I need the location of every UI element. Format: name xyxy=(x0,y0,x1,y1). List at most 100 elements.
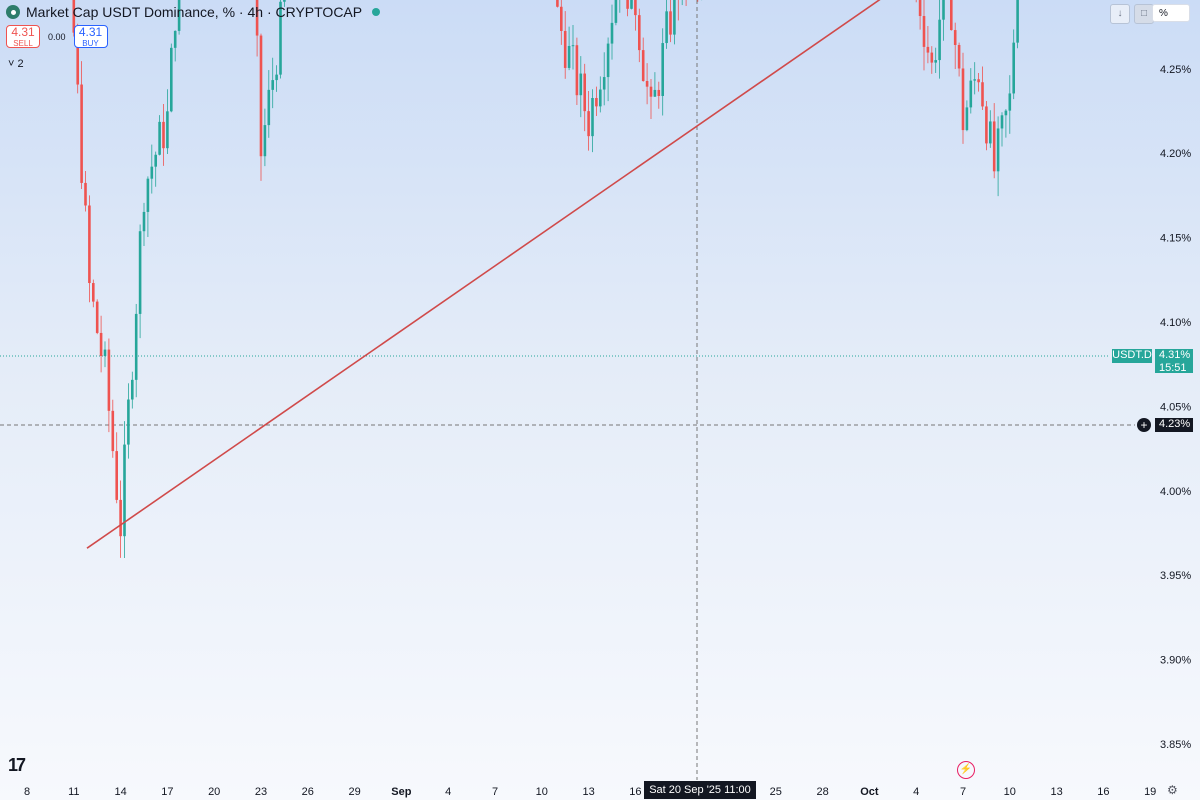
candle-body xyxy=(957,44,961,69)
candle-body xyxy=(587,111,590,137)
sell-price: 4.31 xyxy=(11,25,35,39)
indicators-count: 2 xyxy=(17,58,24,70)
y-tick-label: 4.00% xyxy=(1160,486,1191,498)
flash-icon[interactable]: ⚡ xyxy=(957,761,975,779)
candle-body xyxy=(267,89,271,126)
percent-scale-button[interactable]: % xyxy=(1152,4,1190,22)
y-tick-label: 4.15% xyxy=(1160,233,1191,245)
x-tick-label: 16 xyxy=(629,786,641,798)
candle-body xyxy=(579,73,583,96)
candle-body xyxy=(255,0,259,36)
candle-body xyxy=(259,35,263,157)
x-tick-label: 13 xyxy=(582,786,594,798)
chart-title: Market Cap USDT Dominance, % · 4h · CRYP… xyxy=(26,4,363,20)
candle-body xyxy=(92,283,95,302)
last-price-tag: 4.31% 15:51 xyxy=(1155,349,1193,374)
candle-body xyxy=(1008,93,1012,111)
x-tick-label: 14 xyxy=(114,786,126,798)
candle-body xyxy=(146,178,150,212)
candle-body xyxy=(610,22,614,44)
tradingview-logo[interactable]: 17 xyxy=(8,755,26,775)
y-tick-label: 4.05% xyxy=(1160,401,1191,413)
x-tick-label: 13 xyxy=(1050,786,1062,798)
x-tick-label: 20 xyxy=(208,786,220,798)
candle-body xyxy=(567,45,571,68)
add-alert-icon[interactable]: + xyxy=(1137,418,1151,432)
candle-body xyxy=(606,43,610,78)
candle-body xyxy=(103,349,107,356)
buy-button[interactable]: 4.31 BUY xyxy=(73,25,108,48)
x-tick-label: 25 xyxy=(770,786,782,798)
candle-body xyxy=(158,121,161,155)
candle-body xyxy=(556,0,559,7)
candle-body xyxy=(634,0,637,16)
candle-body xyxy=(575,45,579,96)
square-icon[interactable]: □ xyxy=(1134,4,1154,24)
candle-body xyxy=(926,46,930,53)
countdown-value: 15:51 xyxy=(1159,362,1187,374)
chart-header: Market Cap USDT Dominance, % · 4h · CRYP… xyxy=(6,4,381,20)
candle-body xyxy=(111,410,115,452)
candle-body xyxy=(154,154,157,167)
x-tick-label: 7 xyxy=(960,786,966,798)
x-tick-label: 29 xyxy=(348,786,360,798)
candle-body xyxy=(942,0,945,20)
candle-body xyxy=(977,79,980,83)
candle-body xyxy=(996,128,1000,172)
candle-body xyxy=(560,6,563,31)
candle-body xyxy=(645,80,649,87)
candle-body xyxy=(930,52,934,63)
candle-body xyxy=(965,107,969,131)
time-axis[interactable]: 8 11 14 17 20 23 26 29 Sep 4 7 10 13 16 25 28 Oct 4 7 10 13 1… xyxy=(24,786,1156,798)
x-tick-label: 7 xyxy=(492,786,498,798)
x-tick-label: 17 xyxy=(161,786,173,798)
candle-body xyxy=(142,211,146,232)
last-price-value: 4.31% xyxy=(1159,349,1191,361)
candle-body xyxy=(938,19,941,61)
symbol-tag: USDT.D xyxy=(1112,349,1152,363)
price-axis[interactable]: 4.65%4.60%4.55%4.50%4.45%4.40%4.35%4.30%… xyxy=(1160,0,1191,751)
candle-body xyxy=(123,444,126,537)
candle-body xyxy=(1004,110,1008,116)
y-tick-label: 4.25% xyxy=(1160,64,1191,76)
buy-label: BUY xyxy=(82,39,99,48)
candle-body xyxy=(127,399,130,445)
candle-body xyxy=(595,97,598,107)
down-arrow-icon[interactable]: ↓ xyxy=(1110,4,1130,24)
candle-body xyxy=(150,166,154,179)
trendline[interactable] xyxy=(86,0,1092,549)
candle-body xyxy=(950,0,953,31)
candle-body xyxy=(989,121,992,144)
candle-body xyxy=(657,89,661,96)
candle-body xyxy=(563,30,567,68)
candle-body xyxy=(918,0,922,17)
candle-body xyxy=(84,182,87,206)
market-status-icon xyxy=(372,8,381,16)
crosshair-price-tag: 4.23% xyxy=(1155,418,1193,432)
candle-body xyxy=(614,0,618,23)
sell-button[interactable]: 4.31 SELL xyxy=(6,25,40,48)
chevron-down-icon: ˅ xyxy=(8,58,15,70)
candle-body xyxy=(641,50,645,81)
candle-body xyxy=(591,97,594,137)
candle-body xyxy=(630,0,633,9)
indicators-toggle[interactable]: ˅ 2 xyxy=(8,58,24,70)
candle-body xyxy=(1016,0,1019,43)
x-tick-label: 26 xyxy=(302,786,314,798)
candle-body xyxy=(72,0,76,33)
candle-body xyxy=(166,111,169,149)
candle-body xyxy=(80,84,83,183)
candle-body xyxy=(107,349,111,411)
candle-body xyxy=(969,80,973,108)
candle-body xyxy=(88,205,91,284)
candle-body xyxy=(173,30,177,48)
y-tick-label: 4.10% xyxy=(1160,317,1191,329)
candle-body xyxy=(162,121,165,149)
candle-body xyxy=(131,379,134,400)
candle-body xyxy=(638,15,641,51)
candle-body xyxy=(626,0,629,9)
symbol-logo-icon xyxy=(6,5,20,19)
gear-icon[interactable]: ⚙ xyxy=(1167,783,1178,797)
candle-body xyxy=(76,32,79,85)
